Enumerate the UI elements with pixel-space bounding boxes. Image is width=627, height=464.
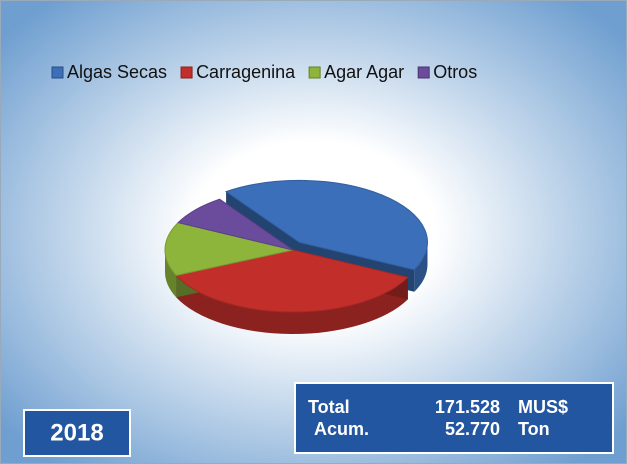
legend-label: Carragenina xyxy=(196,62,296,82)
summary: Total 171.528 MUS$ Acum. 52.770 Ton xyxy=(308,397,568,439)
pie-slice xyxy=(175,249,409,313)
summary-cell: MUS$ xyxy=(518,397,568,417)
legend-swatch xyxy=(180,66,193,79)
summary-cell: 171.528 xyxy=(435,397,500,417)
legend-label: Otros xyxy=(433,62,477,82)
year: 2018 xyxy=(50,419,103,446)
summary-cell: 52.770 xyxy=(445,419,500,439)
legend-swatch xyxy=(417,66,430,79)
pie-slice xyxy=(224,179,428,271)
pie-slice-side xyxy=(176,275,408,334)
legend-label: Algas Secas xyxy=(67,62,167,82)
legend-swatch xyxy=(51,66,64,79)
pie-tops xyxy=(164,179,428,313)
summary-cell: Acum. xyxy=(314,419,369,439)
legend-swatch xyxy=(308,66,321,79)
pie-slice xyxy=(177,198,294,251)
legend: Algas Secas Carragenina Agar Agar Otros xyxy=(51,62,477,82)
pie-slice-side xyxy=(165,250,177,298)
pie-slice-side xyxy=(414,242,428,292)
summary-cell: Ton xyxy=(518,419,550,439)
summary-box xyxy=(294,382,614,454)
summary-cell: Total xyxy=(308,397,350,417)
pie-slice xyxy=(164,222,294,276)
legend-label: Agar Agar xyxy=(324,62,404,82)
year-box xyxy=(23,409,131,457)
